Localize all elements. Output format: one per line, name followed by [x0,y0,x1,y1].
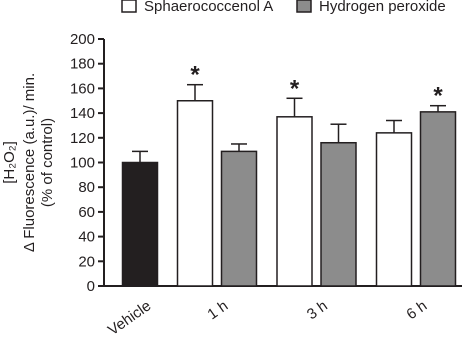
x-tick-label: 1 h [204,297,231,323]
legend-swatch [296,0,312,13]
legend-label: Hydrogen peroxide [319,0,446,15]
bar [320,141,357,287]
y-tick-label: 160 [70,80,95,97]
y-tick-label: 60 [78,204,95,221]
legend-label: Sphaerococcenol A [144,0,273,15]
significance-marker: * [290,75,300,102]
x-tick-label: 3 h [304,297,331,323]
significance-marker: * [190,62,200,89]
y-tick-label: 20 [78,253,95,270]
legend-swatch [121,0,137,13]
significance-marker: * [433,83,443,110]
y-tick-label: 100 [70,155,95,172]
y-tick-label: 80 [78,179,95,196]
bar [121,161,159,287]
x-tick-label: 6 h [403,297,430,323]
y-tick-label: 40 [78,229,95,246]
y-tick-label: 120 [70,130,95,147]
bar [220,150,258,287]
y-axis-label: [H₂O₂] [1,141,18,183]
x-tick-label: Vehicle [105,297,154,339]
y-tick-label: 200 [70,31,95,48]
y-tick-label: 140 [70,105,95,122]
bar [276,116,313,287]
y-tick-label: 180 [70,56,95,73]
y-tick-label: 0 [87,278,95,295]
bar [419,111,457,287]
bar [176,100,214,287]
y-axis-label: Δ Fluorescence (a.u.)/ min. [21,73,38,252]
y-axis-label: (% of control) [39,118,56,207]
bar [375,132,413,287]
